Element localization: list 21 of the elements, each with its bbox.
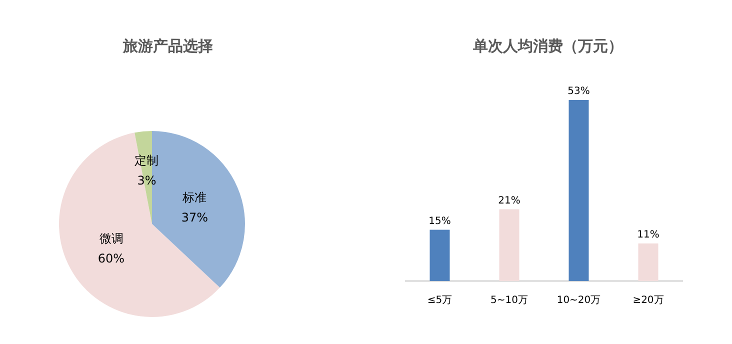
chart-title: 单次人均消费（万元） <box>472 37 623 55</box>
x-tick-label: 5~10万 <box>490 295 528 306</box>
slice-label: 定制 <box>134 153 159 168</box>
x-tick-label: 10~20万 <box>556 295 601 306</box>
x-tick-label: ≤5万 <box>427 295 452 306</box>
x-tick-label: ≥20万 <box>632 295 664 306</box>
bar <box>499 209 520 281</box>
data-label: 21% <box>498 195 520 206</box>
data-label: 60% <box>98 251 125 266</box>
bar <box>568 100 589 281</box>
chart-title: 旅游产品选择 <box>122 37 213 55</box>
data-label: 3% <box>137 173 156 188</box>
data-label: 53% <box>568 86 590 97</box>
data-label: 11% <box>637 229 660 240</box>
data-label: 15% <box>428 216 451 227</box>
slice-label: 微调 <box>99 231 124 246</box>
bar <box>638 243 658 281</box>
data-label: 37% <box>181 210 208 225</box>
slice-label: 标准 <box>182 190 207 205</box>
bar <box>430 230 450 281</box>
pie-slice <box>59 132 220 317</box>
